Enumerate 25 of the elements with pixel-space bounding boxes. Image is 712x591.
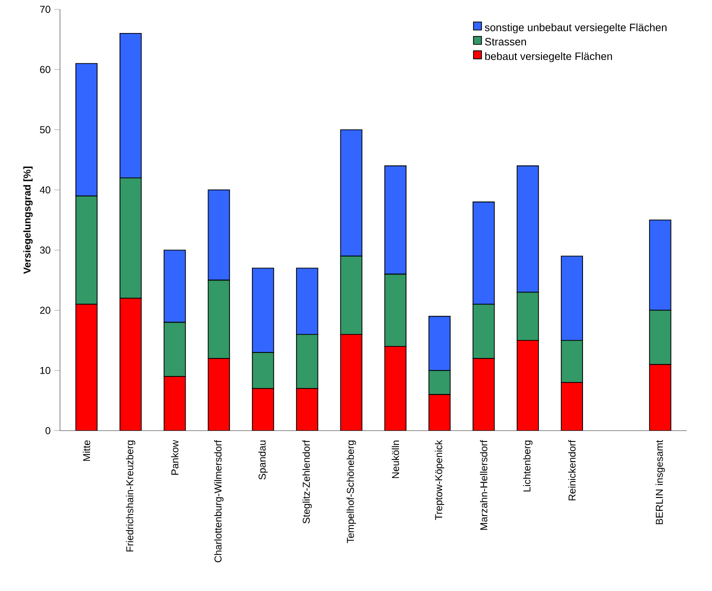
x-tick-label: Treptow-Köpenick [434,440,444,520]
y-axis-title: Versiegelungsgrad [%] [23,166,33,274]
y-tick-label: 10 [40,367,50,374]
y-tick-label: 40 [40,186,50,194]
y-tick-label: 50 [40,126,50,134]
x-tick-label: Charlottenburg-Wilmersdorf [214,440,224,562]
legend-label: bebaut versiegelte Flächen [485,52,612,62]
x-tick-label: Tempelhof-Schöneberg [346,440,356,544]
y-tick-label: 70 [40,6,50,14]
x-tick-label: BERLIN insgesamt [656,440,665,524]
y-tick-label: 20 [40,306,50,314]
y-tick-label: 30 [40,246,50,254]
x-tick-label: Spandau [258,440,268,480]
x-tick-label: Reinickendorf [568,440,576,500]
x-tick-label: Friedrichshain-Kreuzberg [126,440,136,552]
x-tick-label: Neukölln [392,440,400,478]
legend-label: Strassen [485,38,526,46]
legend-label: sonstige unbebaut versiegelte Flächen [484,24,666,34]
x-tick-label: Steglitz-Zehlendorf [302,440,312,524]
y-tick-label: 0 [46,427,50,434]
x-tick-label: Marzahn-Hellersdorf [480,440,488,530]
y-tick-label: 60 [40,66,50,74]
x-tick-label: Pankow [171,440,178,475]
x-tick-label: Mitte [82,440,90,461]
x-tick-label: Lichtenberg [523,440,532,492]
